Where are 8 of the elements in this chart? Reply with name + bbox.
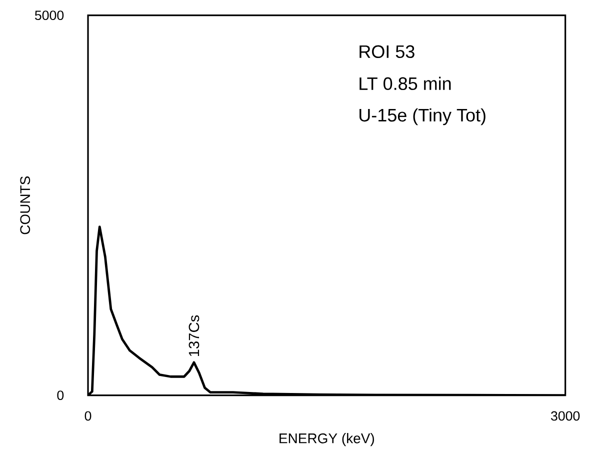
x-axis-title: ENERGY (keV) [280,433,374,446]
annotation: 137Cs [188,315,200,356]
annotation: LT 0.85 min [360,76,451,90]
y-axis-title: COUNTS [20,176,30,234]
annotation: U-15e (Tiny Tot) [360,108,486,126]
annotation: ROI 53 [360,45,414,58]
y-tick-label: 5000 [34,10,64,20]
x-tick-label: 3000 [550,411,580,421]
